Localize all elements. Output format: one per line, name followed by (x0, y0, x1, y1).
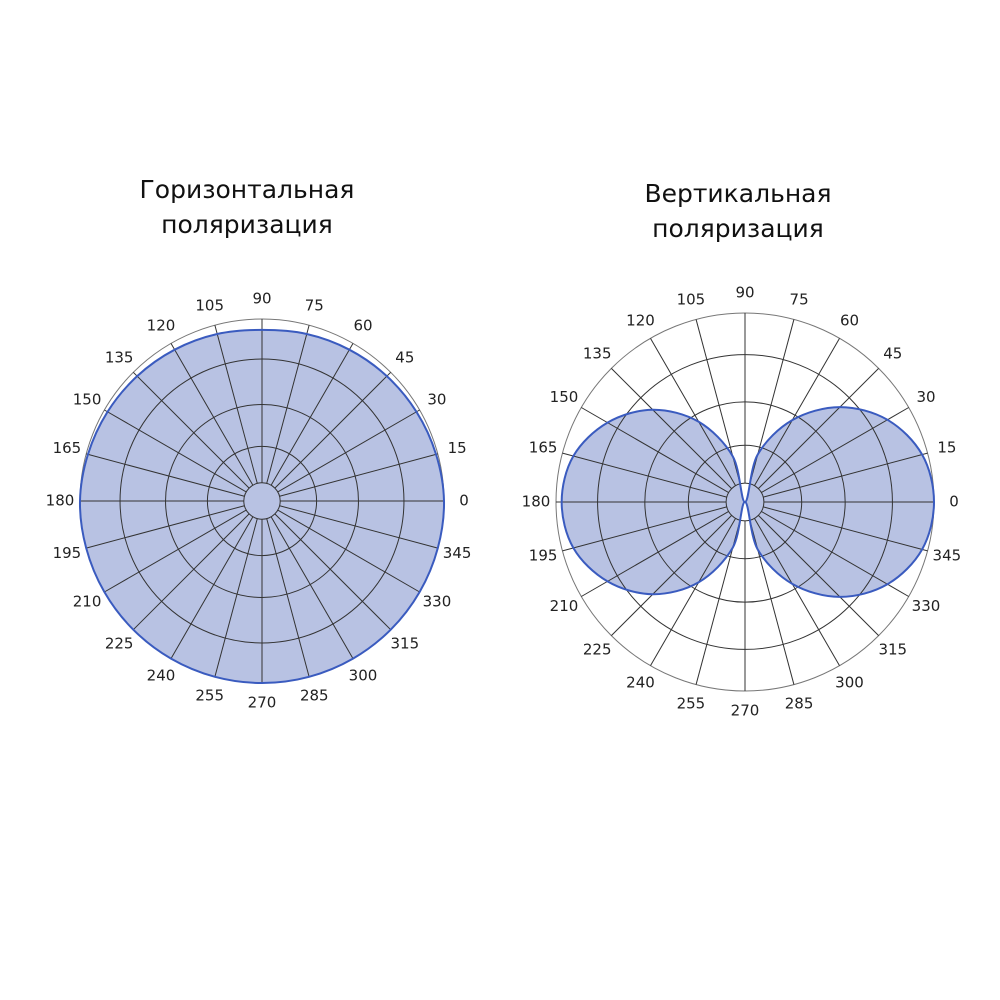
angle-label: 135 (583, 345, 612, 363)
pattern-area (79, 329, 445, 683)
angle-label: 135 (105, 349, 134, 367)
angle-label: 45 (883, 345, 902, 363)
grid-spoke (650, 518, 736, 666)
angle-label: 180 (46, 492, 75, 510)
angle-label: 345 (443, 544, 472, 562)
pattern-outline (78, 328, 446, 685)
angle-label: 270 (248, 694, 277, 712)
angle-label: 330 (912, 597, 941, 615)
grid-spoke (581, 511, 729, 597)
angle-label: 15 (937, 438, 956, 456)
angle-label: 165 (529, 438, 558, 456)
chart-title: Вертикальная поляризация (644, 179, 832, 243)
grid-spoke (611, 515, 732, 636)
angle-label: 45 (395, 349, 414, 367)
angle-label: 120 (147, 317, 176, 335)
grid-spoke (650, 338, 736, 486)
angle-label: 255 (195, 687, 224, 705)
angle-label: 150 (73, 391, 102, 409)
grid-spoke (277, 509, 420, 593)
angle-label: 345 (933, 547, 962, 565)
grid-spoke (761, 511, 909, 597)
grid-spoke (754, 338, 840, 486)
pattern-outline (560, 406, 936, 598)
angle-label: 315 (391, 634, 420, 652)
grid-spoke (274, 513, 392, 631)
pattern-area (561, 407, 934, 597)
angle-label: 225 (583, 640, 612, 658)
angle-label: 0 (949, 493, 959, 511)
angle-label: 240 (626, 673, 655, 691)
grid-spoke (754, 518, 840, 666)
angle-label: 330 (423, 593, 452, 611)
angle-label: 240 (147, 666, 176, 684)
grid-spoke (266, 325, 310, 484)
grid-spoke (277, 409, 420, 493)
grid-spoke (170, 516, 254, 659)
angle-label: 15 (448, 439, 467, 457)
grid-spoke (758, 368, 879, 489)
angle-label: 120 (626, 312, 655, 330)
angle-label: 285 (785, 694, 814, 712)
angle-label: 210 (73, 593, 102, 611)
grid-spoke (266, 518, 310, 677)
angle-label: 315 (878, 640, 907, 658)
angle-label: 300 (835, 673, 864, 691)
grid-spoke (611, 368, 732, 489)
angle-label: 225 (105, 634, 134, 652)
grid-spoke (562, 452, 727, 498)
grid-spoke (270, 343, 354, 486)
grid-spoke (279, 453, 438, 497)
grid-spoke (132, 371, 250, 489)
grid-spoke (104, 509, 247, 593)
angle-label: 285 (300, 687, 329, 705)
chart-title: Горизонтальная поляризация (139, 175, 355, 239)
angle-label: 75 (305, 296, 324, 314)
angle-label: 90 (252, 290, 271, 308)
grid-spoke (214, 325, 258, 484)
grid-spoke (270, 516, 354, 659)
angle-label: 180 (522, 493, 551, 511)
angle-label: 150 (550, 388, 579, 406)
angle-label: 30 (916, 388, 935, 406)
grid-spoke (763, 506, 928, 552)
grid-spoke (86, 505, 245, 549)
angle-label: 60 (353, 317, 372, 335)
angle-label: 105 (195, 296, 224, 314)
angle-label: 195 (529, 547, 558, 565)
grid-spoke (104, 409, 247, 493)
grid-spoke (86, 453, 245, 497)
grid-spoke (763, 452, 928, 498)
angle-label: 105 (677, 291, 706, 309)
grid-spoke (562, 506, 727, 552)
angle-label: 300 (349, 666, 378, 684)
angle-label: 75 (790, 291, 809, 309)
angle-label: 255 (677, 694, 706, 712)
grid-spoke (214, 518, 258, 677)
grid-spoke (279, 505, 438, 549)
grid-spoke (581, 407, 729, 493)
grid-spoke (170, 343, 254, 486)
angle-label: 0 (459, 492, 469, 510)
angle-label: 210 (550, 597, 579, 615)
grid-spoke (274, 371, 392, 489)
angle-label: 30 (427, 391, 446, 409)
grid-spoke (761, 407, 909, 493)
angle-label: 90 (735, 284, 754, 302)
grid-spoke (132, 513, 250, 631)
angle-label: 165 (53, 439, 82, 457)
angle-label: 60 (840, 312, 859, 330)
angle-label: 195 (53, 544, 82, 562)
angle-label: 270 (731, 702, 760, 720)
grid-spoke (758, 515, 879, 636)
